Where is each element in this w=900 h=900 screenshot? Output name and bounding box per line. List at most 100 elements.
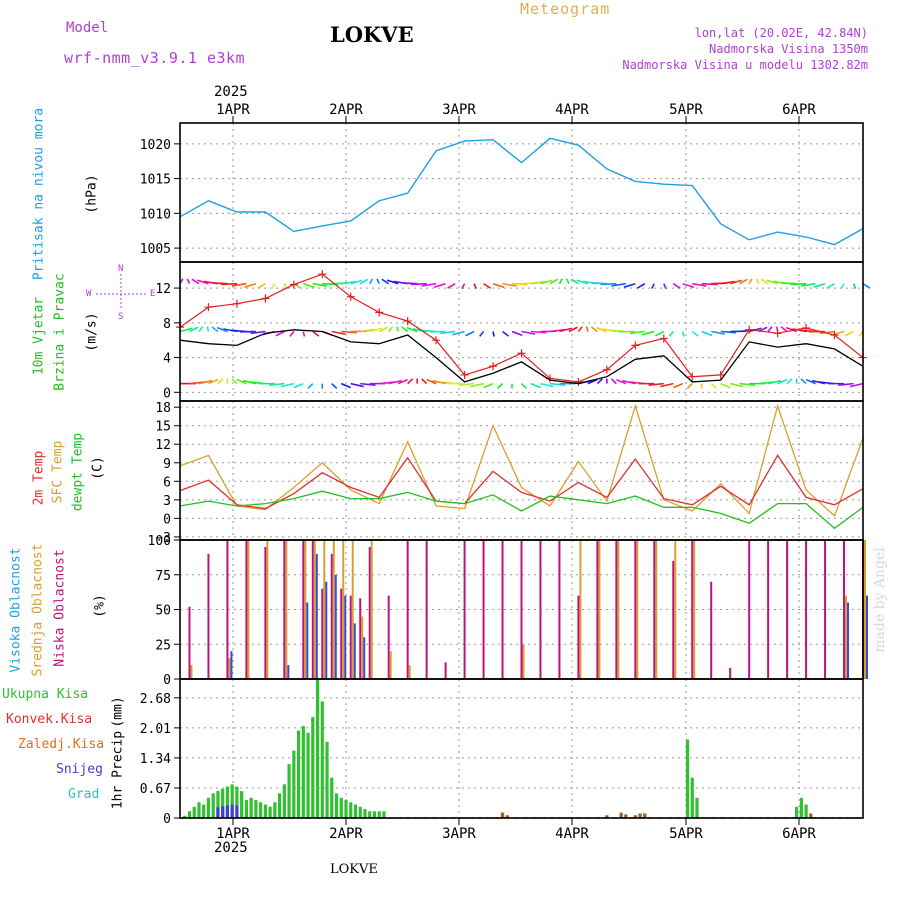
wind-arrow-2-38 [359,278,369,285]
ytick-label-3-1: 25 [155,638,171,653]
precip-bar [292,750,296,818]
wind-arrow-1-64 [479,331,485,337]
wind-arrow-1-124 [767,326,773,332]
dewpoint-line [179,490,864,530]
wind-gust-marker [631,341,640,350]
wind-arrow-2-70 [511,282,528,286]
wind-arrow-1-114 [720,330,737,334]
precip-conv-bar [605,815,609,818]
precip-bar [353,804,358,818]
wind-gust-marker [574,377,583,386]
precip-snow-bar [216,807,220,818]
wind-arrow-1-24 [289,331,295,337]
wind-arrow-0-114 [720,382,731,389]
precip-bar [259,802,263,818]
wind-arrow-1-86 [586,326,589,332]
wind-arrow-2-4 [191,278,200,285]
wind-arrow-1-6 [206,326,210,332]
wind-arrow-2-56 [433,282,446,288]
wind-arrow-2-60 [461,283,466,290]
wind-arrow-2-144 [862,283,871,289]
wind-arrow-2-132 [790,282,807,286]
precip-bar [301,726,305,818]
wind-arrow-0-76 [540,382,554,388]
precip-bar [287,764,291,818]
meteogram-title: Meteogram [520,0,611,18]
ytick-label-2-6: 15 [155,420,171,435]
wind-arrow-1-58 [440,330,456,335]
wind-gust-marker [289,280,298,289]
wind-arrow-0-112 [710,383,717,389]
wind-arrow-2-12 [221,282,237,286]
wind-arrow-2-74 [530,280,546,285]
wind-arrow-2-136 [813,282,826,288]
wind-gust-marker [659,334,668,343]
precip-bar [296,730,301,818]
wind-arrow-0-72 [520,383,527,389]
wind-arrow-1-104 [668,331,674,337]
top-day-label-2: 3APR [442,102,476,118]
wind-arrow-1-142 [844,330,854,337]
wind-arrow-1-72 [521,330,536,335]
wind-arrow-2-142 [852,283,857,289]
wind-arrow-2-104 [672,283,681,289]
wind-arrow-0-92 [610,378,617,385]
ytick-label-2-5: 12 [155,438,171,453]
precip-bar [363,809,367,818]
top-day-label-5: 6APR [782,102,816,118]
ytick-label-4-2: 1.34 [140,752,171,767]
bottom-day-label-0: 1APR [216,826,250,842]
precip-conv-bar [643,813,647,818]
wind-arrow-1-120 [748,327,762,333]
wind-arrow-2-134 [801,282,816,287]
wind-arrow-0-74 [530,382,541,389]
wind-arrow-1-32 [331,330,346,335]
wind-arrow-0-144 [849,382,864,388]
wind-gust-marker [517,349,526,358]
precip-snow-bar [221,806,225,818]
precip-conv-bar [500,812,505,818]
wind-arrow-2-96 [623,282,636,288]
wind-arrow-1-84 [577,326,583,332]
wind-arrow-2-120 [748,278,753,285]
wind-arrow-2-82 [565,278,570,285]
precip-conv-bar [624,814,628,818]
wind-arrow-0-68 [497,383,504,389]
wind-arrow-1-44 [388,326,394,332]
wind-arrow-2-40 [369,278,374,285]
wind-speed-line [179,329,864,385]
ytick-label-3-3: 75 [155,569,171,584]
ytick-label-2-0: −3 [155,531,171,546]
wind-arrow-1-46 [396,326,399,332]
wind-arrow-0-62 [458,382,475,386]
temp-2m-line [179,454,864,510]
wind-gust-marker [375,308,384,317]
precip-conv-bar [809,813,813,818]
bottom-day-label-5: 6APR [782,826,816,842]
bottom-day-label-2: 3APR [442,826,476,842]
wind-gust-marker [773,329,782,338]
precip-conv-bar [633,815,637,818]
precip-bar [278,793,282,818]
wind-arrow-0-28 [307,383,314,389]
precip-bar [225,786,230,818]
wind-arrow-0-22 [269,382,285,386]
ytick-label-2-3: 6 [163,475,171,490]
wind-gust-marker [602,365,611,374]
wind-arrow-0-86 [587,378,598,385]
wind-gust-marker [261,294,270,303]
precip-bar [339,797,343,818]
precip-bar [263,804,267,818]
precip-bar [211,793,215,818]
wind-arrow-1-34 [341,330,357,334]
wind-arrow-1-128 [780,326,788,333]
ytick-label-2-2: 3 [163,494,171,509]
wind-arrow-0-94 [616,378,627,385]
wind-arrow-2-114 [720,280,736,285]
precip-conv-bar [505,815,509,818]
precip-bar [216,791,220,818]
wind-arrow-1-26 [302,331,306,337]
precip-bar [799,797,803,818]
wind-gust-marker [403,317,412,326]
precip-bar [685,739,690,818]
